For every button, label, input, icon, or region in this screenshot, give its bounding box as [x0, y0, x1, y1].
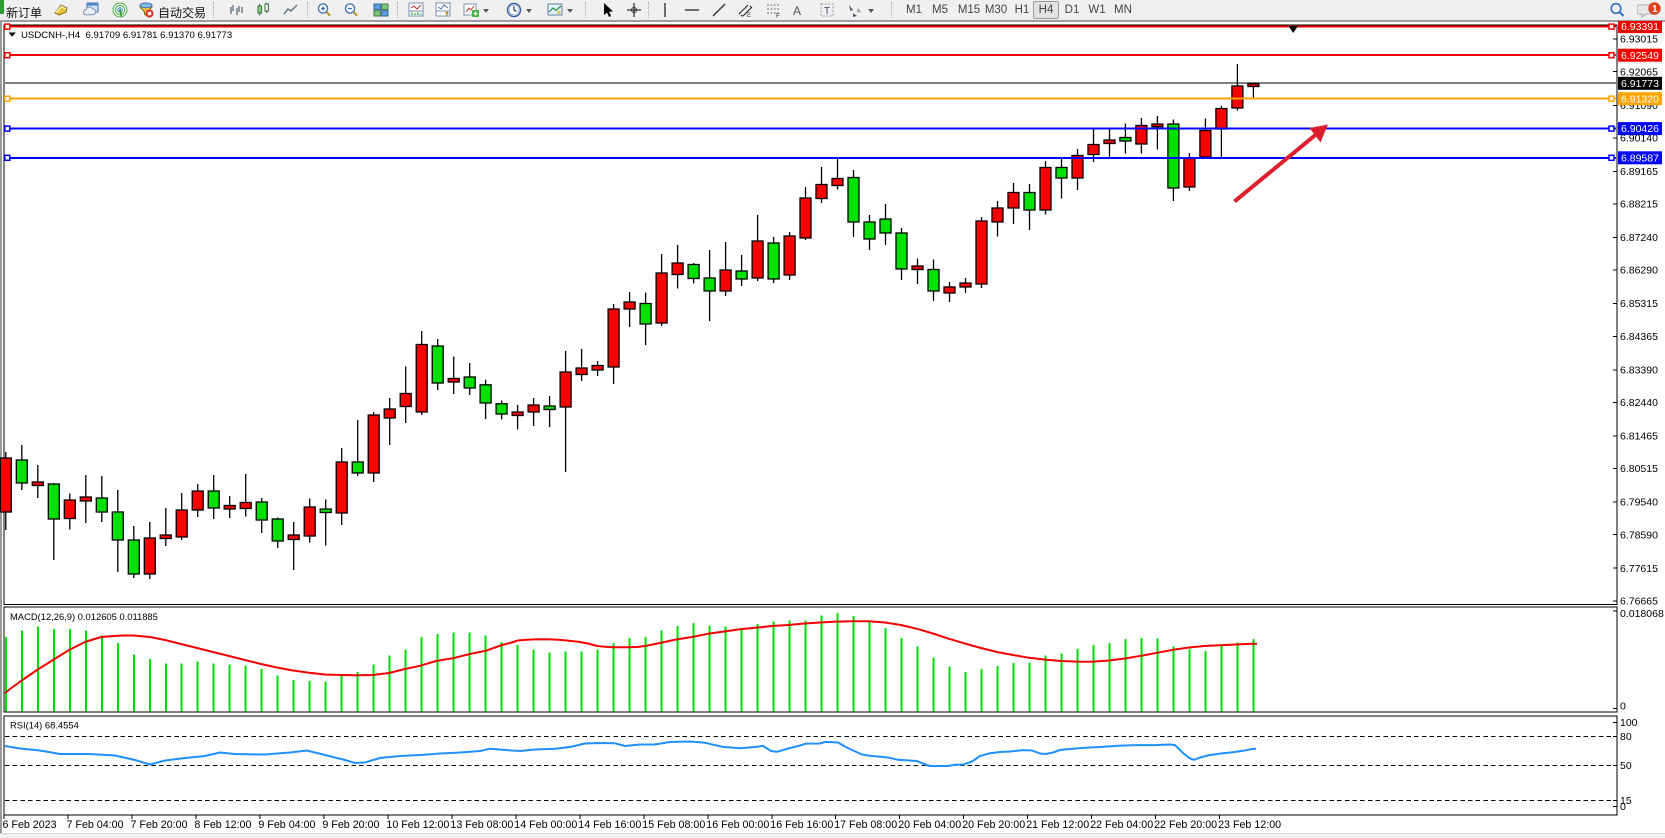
- svg-text:USDCNH-,H4 6.91709 6.91781 6.: USDCNH-,H4 6.91709 6.91781 6.91370 6.917…: [21, 30, 232, 41]
- svg-text:17 Feb 08:00: 17 Feb 08:00: [834, 819, 897, 831]
- svg-text:50: 50: [1620, 760, 1632, 772]
- svg-text:6.81465: 6.81465: [1620, 431, 1658, 443]
- svg-text:8 Feb 12:00: 8 Feb 12:00: [194, 819, 251, 831]
- svg-text:6.89587: 6.89587: [1621, 152, 1659, 164]
- svg-text:6.80515: 6.80515: [1620, 463, 1658, 475]
- svg-text:9 Feb 20:00: 9 Feb 20:00: [322, 819, 379, 831]
- svg-text:20 Feb 20:00: 20 Feb 20:00: [962, 819, 1025, 831]
- svg-text:0.018068: 0.018068: [1620, 608, 1664, 620]
- svg-text:20 Feb 04:00: 20 Feb 04:00: [898, 819, 961, 831]
- svg-text:T: T: [824, 6, 830, 17]
- svg-text:14 Feb 00:00: 14 Feb 00:00: [514, 819, 577, 831]
- svg-text:6.91773: 6.91773: [1621, 78, 1659, 90]
- svg-text:6.93015: 6.93015: [1620, 34, 1658, 46]
- svg-text:6.91320: 6.91320: [1621, 93, 1659, 105]
- svg-text:6.92065: 6.92065: [1620, 66, 1658, 78]
- svg-text:1: 1: [1652, 4, 1658, 15]
- svg-text:6.86290: 6.86290: [1620, 265, 1658, 277]
- svg-text:6.78590: 6.78590: [1620, 529, 1658, 541]
- svg-text:6.79540: 6.79540: [1620, 497, 1658, 509]
- svg-text:0: 0: [1620, 701, 1626, 713]
- svg-text:RSI(14) 68.4554: RSI(14) 68.4554: [10, 720, 79, 731]
- svg-text:16 Feb 00:00: 16 Feb 00:00: [706, 819, 769, 831]
- svg-text:6.88215: 6.88215: [1620, 199, 1658, 211]
- svg-text:6.83390: 6.83390: [1620, 364, 1658, 376]
- svg-text:F: F: [776, 13, 780, 19]
- svg-text:14 Feb 16:00: 14 Feb 16:00: [578, 819, 641, 831]
- svg-text:23 Feb 12:00: 23 Feb 12:00: [1218, 819, 1281, 831]
- svg-text:6 Feb 2023: 6 Feb 2023: [3, 819, 57, 831]
- svg-text:0: 0: [1620, 801, 1626, 813]
- svg-text:15 Feb 08:00: 15 Feb 08:00: [642, 819, 705, 831]
- svg-text:6.90426: 6.90426: [1621, 123, 1659, 135]
- svg-text:22 Feb 04:00: 22 Feb 04:00: [1090, 819, 1153, 831]
- svg-text:16 Feb 16:00: 16 Feb 16:00: [770, 819, 833, 831]
- svg-text:15: 15: [1620, 795, 1632, 807]
- svg-text:6.89165: 6.89165: [1620, 166, 1658, 178]
- svg-text:7 Feb 04:00: 7 Feb 04:00: [67, 819, 124, 831]
- svg-text:6.85315: 6.85315: [1620, 298, 1658, 310]
- svg-text:6.93391: 6.93391: [1621, 21, 1659, 33]
- svg-text:6.82440: 6.82440: [1620, 397, 1658, 409]
- svg-text:10 Feb 12:00: 10 Feb 12:00: [386, 819, 449, 831]
- svg-text:6.76665: 6.76665: [1620, 596, 1658, 608]
- svg-text:9 Feb 04:00: 9 Feb 04:00: [258, 819, 315, 831]
- svg-text:7 Feb 20:00: 7 Feb 20:00: [131, 819, 188, 831]
- svg-text:100: 100: [1620, 717, 1638, 729]
- svg-text:6.77615: 6.77615: [1620, 563, 1658, 575]
- svg-text:6.87240: 6.87240: [1620, 232, 1658, 244]
- svg-text:6.90140: 6.90140: [1620, 133, 1658, 145]
- svg-text:6.92549: 6.92549: [1621, 50, 1659, 62]
- svg-text:22 Feb 20:00: 22 Feb 20:00: [1154, 819, 1217, 831]
- svg-text:E: E: [747, 13, 751, 18]
- svg-text:MACD(12,26,9) 0.012605 0.01188: MACD(12,26,9) 0.012605 0.011885: [10, 611, 158, 622]
- svg-text:13 Feb 08:00: 13 Feb 08:00: [450, 819, 513, 831]
- svg-text:6.84365: 6.84365: [1620, 331, 1658, 343]
- svg-text:21 Feb 12:00: 21 Feb 12:00: [1026, 819, 1089, 831]
- svg-text:80: 80: [1620, 731, 1632, 743]
